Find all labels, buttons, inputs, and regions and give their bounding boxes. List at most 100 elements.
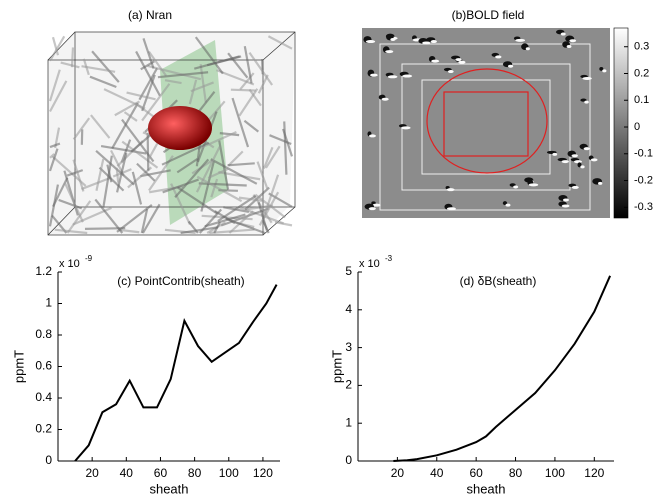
fiber xyxy=(49,80,68,113)
x-label: sheath xyxy=(466,481,505,496)
panel-title: (a) Nran xyxy=(128,8,172,22)
fiber xyxy=(238,196,264,202)
y-tick-label: 0.4 xyxy=(35,390,52,404)
dipole-light xyxy=(430,40,437,44)
colorbar-tick-label: 0.3 xyxy=(634,41,649,53)
x-label: sheath xyxy=(149,481,188,496)
y-tick-label: 3 xyxy=(345,340,352,354)
fiber xyxy=(48,148,59,172)
fiber xyxy=(243,45,253,84)
y-multiplier: x 10 xyxy=(359,258,380,270)
dipole-light xyxy=(447,70,454,74)
fiber xyxy=(115,167,120,183)
fiber xyxy=(82,58,90,76)
fiber xyxy=(89,75,117,89)
x-tick-label: 60 xyxy=(469,466,483,480)
fiber xyxy=(52,177,69,208)
fiber xyxy=(204,213,246,228)
x-tick-label: 40 xyxy=(430,466,444,480)
fiber xyxy=(177,186,218,215)
dipole-light xyxy=(401,126,411,130)
dipole-light xyxy=(569,39,577,43)
chart-title: (d) δB(sheath) xyxy=(460,274,537,288)
dipole-light xyxy=(584,100,589,104)
fiber xyxy=(142,38,155,69)
fiber xyxy=(98,166,125,192)
fiber xyxy=(254,193,286,219)
fiber xyxy=(95,158,105,191)
dipole-light xyxy=(561,204,570,208)
colorbar-tick-label: -0.2 xyxy=(634,174,653,186)
fiber xyxy=(103,88,146,110)
fiber xyxy=(198,182,247,187)
x-tick-label: 80 xyxy=(509,466,523,480)
colorbar-tick-label: 0.2 xyxy=(634,67,649,79)
fiber xyxy=(64,182,84,223)
dipole-dark xyxy=(577,162,582,168)
dipole-light xyxy=(370,73,378,77)
fiber xyxy=(135,50,161,97)
fiber xyxy=(268,192,293,208)
dipole-light xyxy=(525,47,530,51)
fiber xyxy=(267,35,293,50)
fiber xyxy=(54,228,88,235)
fiber xyxy=(239,72,255,91)
render-3d xyxy=(47,31,296,236)
dipole-light xyxy=(566,45,572,49)
colorbar-tick-label: 0 xyxy=(634,121,640,133)
dipole-light xyxy=(381,97,389,101)
fiber xyxy=(131,171,143,205)
fiber xyxy=(115,152,128,193)
y-exponent: -9 xyxy=(85,254,93,263)
fiber xyxy=(196,175,243,203)
dipole-light xyxy=(458,60,466,64)
dipole-light xyxy=(505,203,511,207)
fiber xyxy=(206,55,242,67)
fiber xyxy=(51,36,60,56)
fiber xyxy=(228,210,254,234)
fiber xyxy=(141,83,171,122)
y-tick-label: 1 xyxy=(45,296,52,310)
fiber xyxy=(127,166,153,189)
dipole-light xyxy=(372,203,381,207)
y-tick-label: 0.8 xyxy=(35,327,52,341)
dipole-light xyxy=(528,183,539,187)
fiber xyxy=(142,203,161,234)
dipole-light xyxy=(446,188,455,192)
dipole-light xyxy=(590,158,598,162)
fiber xyxy=(227,52,249,79)
y-tick-label: 0.6 xyxy=(35,359,52,373)
fiber xyxy=(257,201,268,231)
dipole-light xyxy=(368,207,376,211)
fiber xyxy=(138,67,158,101)
x-tick-label: 120 xyxy=(584,466,604,480)
dipole-light xyxy=(582,76,592,80)
dipole-light xyxy=(369,134,376,138)
x-tick-label: 20 xyxy=(391,466,405,480)
fiber xyxy=(147,143,159,161)
dipole-light xyxy=(580,165,585,169)
fiber xyxy=(90,114,111,139)
dipole-light xyxy=(561,160,569,164)
x-tick-label: 100 xyxy=(219,466,239,480)
fiber xyxy=(136,162,156,182)
fiber xyxy=(227,162,255,167)
colorbar-tick-label: -0.1 xyxy=(634,148,653,160)
fiber xyxy=(140,169,171,178)
dipole-dark xyxy=(580,98,587,102)
y-exponent: -3 xyxy=(385,254,393,263)
x-tick-label: 20 xyxy=(85,466,99,480)
dipole-light xyxy=(571,185,579,189)
fiber xyxy=(141,74,156,112)
fiber xyxy=(60,61,80,69)
fiber xyxy=(157,71,209,79)
line-series xyxy=(393,275,612,462)
dipole-light xyxy=(552,152,558,156)
fiber xyxy=(49,35,66,62)
y-tick-label: 4 xyxy=(345,302,352,316)
fiber xyxy=(282,128,294,157)
fiber xyxy=(231,97,250,148)
fiber xyxy=(72,159,85,192)
